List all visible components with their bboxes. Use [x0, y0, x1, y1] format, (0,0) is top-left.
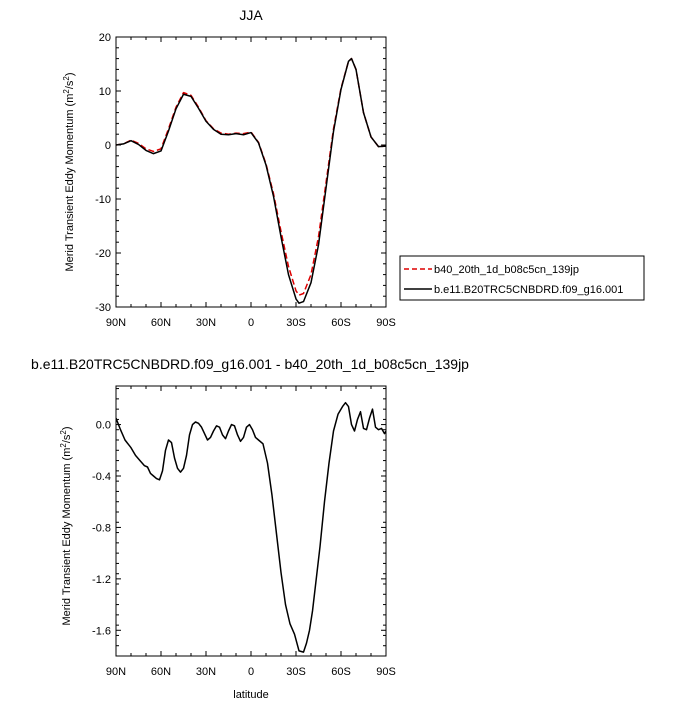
bottom-y-ticks: -1.6 -1.2 -0.8 -0.4 0.0: [92, 388, 386, 657]
top-y-tick-label: -20: [95, 248, 111, 260]
bottom-series-line-1: [116, 401, 386, 653]
top-panel: JJA 90N 60N 30N 0 30S 60S 90S -30 -20 -10 0 10 20 M…: [62, 7, 396, 329]
bottom-y-tick-label: -1.2: [92, 574, 111, 586]
top-plot-area: [116, 57, 386, 304]
legend: b40_20th_1d_b08c5cn_139jp b.e11.B20TRC5C…: [399, 255, 645, 301]
top-x-tick-label: 0: [248, 317, 254, 329]
bottom-x-tick-label: 0: [248, 666, 254, 678]
top-y-tick-label: 10: [99, 86, 111, 98]
bottom-y-tick-label: -0.8: [92, 522, 111, 534]
bottom-x-tick-label: 90N: [106, 666, 126, 678]
bottom-x-tick-label: 90S: [376, 666, 396, 678]
bottom-y-axis-label: Merid Transient Eddy Momentum (m2/s2): [59, 426, 73, 625]
legend-box: [399, 255, 645, 301]
top-x-tick-label: 60S: [331, 317, 351, 329]
top-chart-title: JJA: [239, 7, 263, 23]
top-x-tick-label: 30N: [196, 317, 216, 329]
bottom-x-tick-label: 60N: [151, 666, 171, 678]
top-x-tick-label: 90N: [106, 317, 126, 329]
legend-label-series-2: b.e11.B20TRC5CNBDRD.f09_g16.001: [434, 284, 623, 296]
top-y-tick-label: 0: [105, 140, 111, 152]
bottom-y-tick-label: -0.4: [92, 471, 111, 483]
top-plot-frame: [115, 36, 387, 308]
bottom-x-tick-label: 30S: [286, 666, 306, 678]
bottom-chart-title: b.e11.B20TRC5CNBDRD.f09_g16.001 - b40_20…: [31, 356, 469, 372]
bottom-x-tick-label: 30N: [196, 666, 216, 678]
top-y-tick-label: -30: [95, 302, 111, 314]
bottom-y-tick-label: 0.0: [96, 420, 111, 432]
top-series-line-2: [116, 57, 386, 304]
top-series-line-1: [116, 57, 386, 296]
top-y-axis-label: Merid Transient Eddy Momentum (m2/s2): [62, 72, 76, 271]
top-y-tick-label: 20: [99, 32, 111, 44]
top-x-tick-label: 60N: [151, 317, 171, 329]
top-x-tick-label: 90S: [376, 317, 396, 329]
top-x-tick-label: 30S: [286, 317, 306, 329]
bottom-plot-area: [116, 401, 386, 653]
top-y-tick-label: -10: [95, 194, 111, 206]
bottom-y-tick-label: -1.6: [92, 625, 111, 637]
bottom-x-ticks: 90N 60N 30N 0 30S 60S 90S: [106, 386, 396, 678]
bottom-x-axis-label: latitude: [233, 689, 268, 701]
legend-label-series-1: b40_20th_1d_b08c5cn_139jp: [434, 264, 579, 276]
bottom-x-tick-label: 60S: [331, 666, 351, 678]
bottom-panel: b.e11.B20TRC5CNBDRD.f09_g16.001 - b40_20…: [31, 356, 469, 701]
top-x-ticks: 90N 60N 30N 0 30S 60S 90S: [106, 37, 396, 329]
top-y-ticks: -30 -20 -10 0 10 20: [95, 32, 386, 314]
